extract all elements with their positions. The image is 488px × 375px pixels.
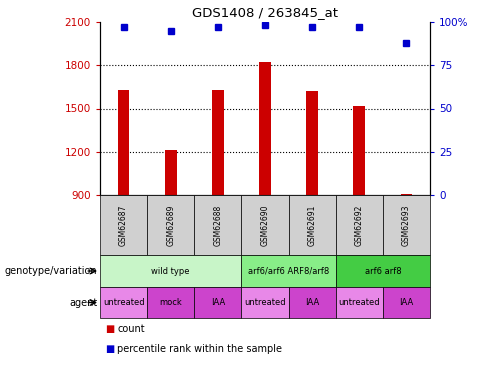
Bar — [259, 62, 271, 195]
Text: count: count — [117, 324, 145, 334]
Bar — [165, 150, 177, 195]
Bar — [242, 195, 288, 255]
Bar — [383, 287, 430, 318]
Text: GSM62688: GSM62688 — [213, 204, 223, 246]
Bar — [336, 255, 430, 287]
Bar — [212, 90, 224, 195]
Text: ■: ■ — [105, 344, 114, 354]
Text: untreated: untreated — [244, 298, 286, 307]
Text: IAA: IAA — [305, 298, 319, 307]
Bar — [100, 287, 147, 318]
Bar — [242, 287, 288, 318]
Bar — [383, 195, 430, 255]
Text: IAA: IAA — [211, 298, 225, 307]
Text: agent: agent — [69, 297, 98, 307]
Text: mock: mock — [160, 298, 182, 307]
Text: untreated: untreated — [339, 298, 380, 307]
Text: IAA: IAA — [399, 298, 413, 307]
Text: GSM62691: GSM62691 — [307, 204, 317, 246]
Bar — [242, 255, 336, 287]
Bar — [306, 91, 318, 195]
Bar — [194, 195, 242, 255]
Title: GDS1408 / 263845_at: GDS1408 / 263845_at — [192, 6, 338, 20]
Text: wild type: wild type — [151, 267, 190, 276]
Bar — [353, 106, 365, 195]
Text: genotype/variation: genotype/variation — [5, 266, 98, 276]
Text: GSM62689: GSM62689 — [166, 204, 175, 246]
Bar — [118, 90, 129, 195]
Bar — [336, 195, 383, 255]
Text: GSM62687: GSM62687 — [119, 204, 128, 246]
Text: ■: ■ — [105, 324, 114, 334]
Text: GSM62693: GSM62693 — [402, 204, 411, 246]
Bar — [147, 195, 194, 255]
Bar — [100, 195, 147, 255]
Text: GSM62690: GSM62690 — [261, 204, 269, 246]
Text: arf6/arf6 ARF8/arf8: arf6/arf6 ARF8/arf8 — [248, 267, 329, 276]
Text: untreated: untreated — [103, 298, 144, 307]
Text: GSM62692: GSM62692 — [355, 204, 364, 246]
Bar — [288, 195, 336, 255]
Text: arf6 arf8: arf6 arf8 — [365, 267, 401, 276]
Text: percentile rank within the sample: percentile rank within the sample — [117, 344, 282, 354]
Bar — [147, 287, 194, 318]
Bar — [194, 287, 242, 318]
Bar — [401, 194, 412, 195]
Bar — [336, 287, 383, 318]
Bar — [288, 287, 336, 318]
Bar — [100, 255, 242, 287]
